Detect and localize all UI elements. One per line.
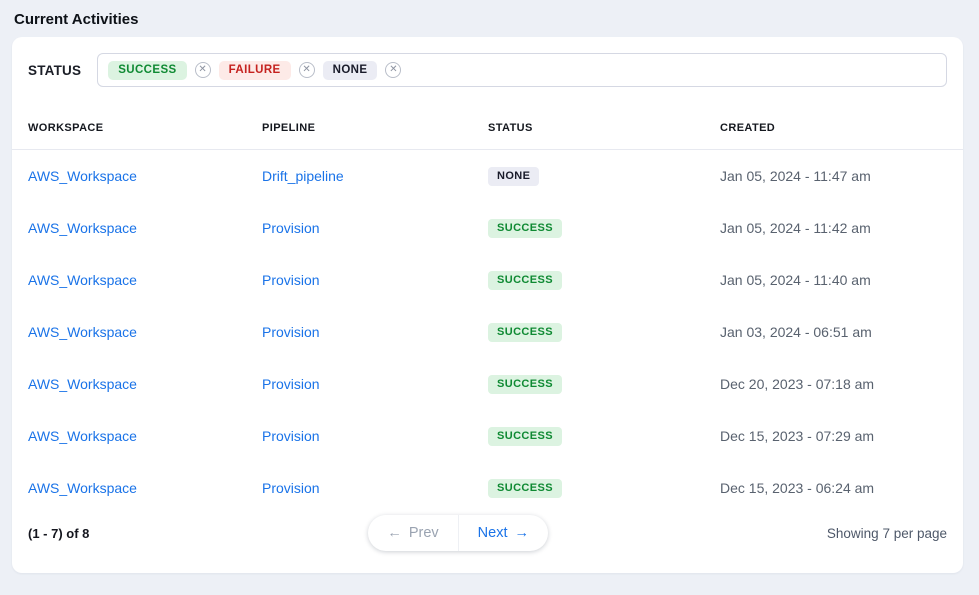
column-header-created: CREATED — [720, 122, 776, 134]
status-badge: SUCCESS — [488, 374, 562, 394]
created-timestamp: Dec 20, 2023 - 07:18 am — [720, 376, 875, 392]
column-header-pipeline: PIPELINE — [262, 122, 316, 134]
status-filter-input[interactable]: SUCCESS ✕ FAILURE ✕ NONE ✕ — [97, 53, 947, 87]
table-header-row: WORKSPACE PIPELINE STATUS CREATED — [12, 107, 963, 150]
workspace-link[interactable]: AWS_Workspace — [28, 272, 137, 288]
prev-button-label: Prev — [408, 525, 439, 541]
status-badge: SUCCESS — [488, 270, 562, 290]
arrow-right-icon: → — [514, 525, 529, 541]
column-header-status: STATUS — [488, 122, 533, 134]
chip-remove-icon[interactable]: ✕ — [385, 62, 402, 78]
pipeline-link[interactable]: Provision — [262, 428, 320, 444]
pipeline-link[interactable]: Provision — [262, 272, 320, 288]
current-activities-card: STATUS SUCCESS ✕ FAILURE ✕ NONE ✕ WORKSPACE P… — [12, 37, 963, 573]
workspace-link[interactable]: AWS_Workspace — [28, 480, 137, 496]
status-filter-label: STATUS — [28, 62, 82, 78]
pipeline-link[interactable]: Provision — [262, 220, 320, 236]
created-timestamp: Jan 05, 2024 - 11:47 am — [720, 168, 871, 184]
table-row: AWS_Workspace Provision SUCCESS Jan 05, … — [12, 254, 963, 306]
next-button[interactable]: Next → — [457, 515, 548, 551]
page-title: Current Activities — [14, 11, 139, 28]
workspace-link[interactable]: AWS_Workspace — [28, 220, 137, 236]
status-badge: SUCCESS — [488, 478, 562, 498]
filter-chip-failure: FAILURE — [218, 60, 291, 80]
arrow-left-icon: ← — [387, 525, 402, 541]
next-button-label: Next — [477, 525, 508, 541]
created-timestamp: Jan 05, 2024 - 11:40 am — [720, 272, 871, 288]
pagination-footer: (1 - 7) of 8 ← Prev Next → Showing 7 per… — [12, 515, 963, 573]
status-badge: SUCCESS — [488, 218, 562, 238]
pipeline-link[interactable]: Drift_pipeline — [262, 168, 344, 184]
table-row: AWS_Workspace Provision SUCCESS Dec 20, … — [12, 358, 963, 410]
status-badge: SUCCESS — [488, 322, 562, 342]
prev-button[interactable]: ← Prev — [368, 515, 457, 551]
table-row: AWS_Workspace Drift_pipeline NONE Jan 05… — [12, 150, 963, 202]
result-range-text: (1 - 7) of 8 — [28, 525, 90, 541]
status-filter-bar: STATUS SUCCESS ✕ FAILURE ✕ NONE ✕ — [12, 37, 963, 98]
table-row: AWS_Workspace Provision SUCCESS Jan 05, … — [12, 202, 963, 254]
created-timestamp: Jan 03, 2024 - 06:51 am — [720, 324, 872, 340]
table-row: AWS_Workspace Provision SUCCESS Jan 03, … — [12, 306, 963, 358]
column-header-workspace: WORKSPACE — [28, 122, 104, 134]
pipeline-link[interactable]: Provision — [262, 376, 320, 392]
workspace-link[interactable]: AWS_Workspace — [28, 376, 137, 392]
filter-chip-none: NONE — [322, 60, 378, 80]
pipeline-link[interactable]: Provision — [262, 324, 320, 340]
per-page-text: Showing 7 per page — [826, 525, 947, 541]
filter-chip-success: SUCCESS — [108, 60, 187, 80]
status-badge: SUCCESS — [488, 426, 562, 446]
created-timestamp: Dec 15, 2023 - 06:24 am — [720, 480, 875, 496]
chip-remove-icon[interactable]: ✕ — [194, 62, 211, 78]
pager-control: ← Prev Next → — [368, 515, 548, 551]
table-body: AWS_Workspace Drift_pipeline NONE Jan 05… — [12, 150, 963, 514]
workspace-link[interactable]: AWS_Workspace — [28, 168, 137, 184]
workspace-link[interactable]: AWS_Workspace — [28, 324, 137, 340]
workspace-link[interactable]: AWS_Workspace — [28, 428, 137, 444]
pipeline-link[interactable]: Provision — [262, 480, 320, 496]
table-row: AWS_Workspace Provision SUCCESS Dec 15, … — [12, 462, 963, 514]
created-timestamp: Dec 15, 2023 - 07:29 am — [720, 428, 875, 444]
chip-remove-icon[interactable]: ✕ — [298, 62, 315, 78]
table-row: AWS_Workspace Provision SUCCESS Dec 15, … — [12, 410, 963, 462]
status-badge: NONE — [488, 166, 540, 186]
created-timestamp: Jan 05, 2024 - 11:42 am — [720, 220, 871, 236]
